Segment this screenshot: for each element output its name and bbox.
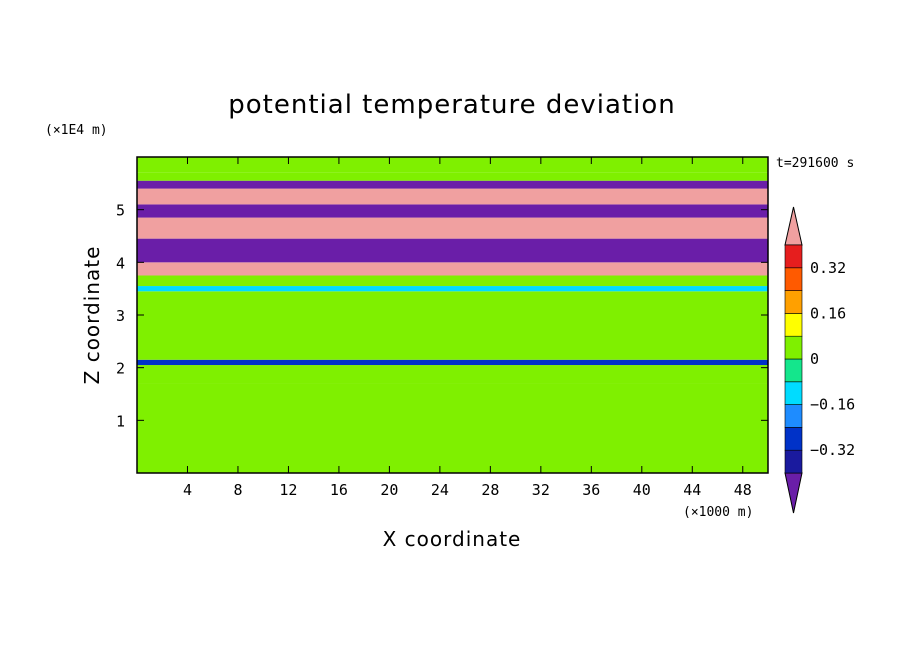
time-label: t=291600 s xyxy=(776,156,854,171)
colorbar-top-arrow xyxy=(784,206,803,246)
colorbar-swatch xyxy=(784,335,803,360)
colorbar-swatch xyxy=(784,290,803,314)
x-tick-label: 24 xyxy=(431,481,449,499)
x-tick-label: 16 xyxy=(330,481,348,499)
colorbar-swatch xyxy=(784,313,803,337)
field-band xyxy=(137,262,768,276)
x-tick-label: 20 xyxy=(380,481,398,499)
field-band xyxy=(137,238,768,263)
field-band xyxy=(137,275,768,287)
y-axis: 1 2 3 4 5 xyxy=(116,202,768,430)
x-tick-label: 12 xyxy=(279,481,297,499)
colorbar-swatch xyxy=(784,449,803,474)
field-band xyxy=(137,359,768,366)
field-band xyxy=(137,286,768,292)
colorbar-swatch xyxy=(784,381,803,405)
x-tick-label: 4 xyxy=(183,481,192,499)
y-axis-label: Z coordinate xyxy=(80,246,104,385)
colorbar-label: −0.32 xyxy=(810,441,855,459)
colorbar-label: 0 xyxy=(810,350,819,368)
colorbar-swatch xyxy=(784,267,803,291)
x-tick-label: 44 xyxy=(683,481,701,499)
colorbar-swatch xyxy=(784,244,803,269)
field-band xyxy=(137,383,768,473)
colorbar-label: 0.16 xyxy=(810,304,846,322)
y-tick-label: 2 xyxy=(116,360,125,378)
field-band xyxy=(137,204,768,218)
plot-area xyxy=(137,157,768,473)
x-tick-label: 40 xyxy=(633,481,651,499)
field-band xyxy=(137,365,768,384)
y-tick-label: 4 xyxy=(116,254,125,272)
colorbar-swatch xyxy=(784,427,803,451)
colorbar-swatch xyxy=(784,404,803,428)
x-tick-label: 8 xyxy=(233,481,242,499)
field-band xyxy=(137,180,768,189)
colorbar-label: 0.32 xyxy=(810,259,846,277)
field-band xyxy=(137,188,768,205)
colorbar: 0.32 0.16 0 −0.16 −0.32 xyxy=(784,206,855,514)
y-tick-label: 5 xyxy=(116,202,125,220)
field-band xyxy=(137,291,768,315)
field-band xyxy=(137,217,768,239)
colorbar-label: −0.16 xyxy=(810,396,855,414)
chart-title: potential temperature deviation xyxy=(228,90,675,120)
y-unit-label: (×1E4 m) xyxy=(45,123,108,138)
y-tick-label: 3 xyxy=(116,307,125,325)
field-band xyxy=(137,157,768,173)
x-tick-label: 28 xyxy=(481,481,499,499)
x-unit-label: (×1000 m) xyxy=(683,505,753,520)
x-axis-label: X coordinate xyxy=(383,527,522,551)
x-tick-label: 36 xyxy=(582,481,600,499)
field-band xyxy=(137,315,768,360)
y-tick-label: 1 xyxy=(116,412,125,430)
colorbar-swatch xyxy=(784,358,803,383)
field-band xyxy=(137,172,768,181)
x-tick-label: 48 xyxy=(734,481,752,499)
colorbar-bottom-arrow xyxy=(784,472,803,514)
x-tick-label: 32 xyxy=(532,481,550,499)
x-axis: 4 8 12 16 20 24 28 32 36 40 44 48 xyxy=(183,157,752,499)
